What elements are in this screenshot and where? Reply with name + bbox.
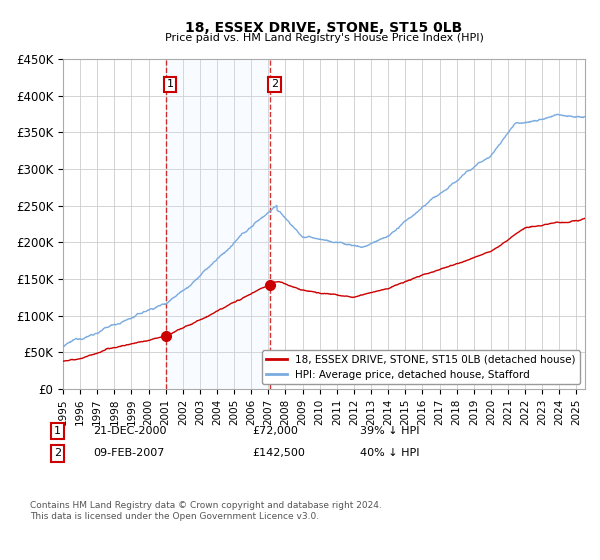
Text: Price paid vs. HM Land Registry's House Price Index (HPI): Price paid vs. HM Land Registry's House … [164,33,484,43]
Text: 21-DEC-2000: 21-DEC-2000 [93,426,167,436]
Text: 2: 2 [54,449,61,459]
Text: Contains HM Land Registry data © Crown copyright and database right 2024.
This d: Contains HM Land Registry data © Crown c… [30,501,382,521]
Text: 1: 1 [54,426,61,436]
Text: 2: 2 [271,80,278,90]
Text: 39% ↓ HPI: 39% ↓ HPI [360,426,419,436]
Text: 09-FEB-2007: 09-FEB-2007 [93,449,164,459]
Text: 1: 1 [167,80,173,90]
Text: £142,500: £142,500 [252,449,305,459]
Text: 18, ESSEX DRIVE, STONE, ST15 0LB: 18, ESSEX DRIVE, STONE, ST15 0LB [185,21,463,35]
Text: 40% ↓ HPI: 40% ↓ HPI [360,449,419,459]
Legend: 18, ESSEX DRIVE, STONE, ST15 0LB (detached house), HPI: Average price, detached : 18, ESSEX DRIVE, STONE, ST15 0LB (detach… [262,351,580,384]
Text: £72,000: £72,000 [252,426,298,436]
Bar [166,59,270,389]
